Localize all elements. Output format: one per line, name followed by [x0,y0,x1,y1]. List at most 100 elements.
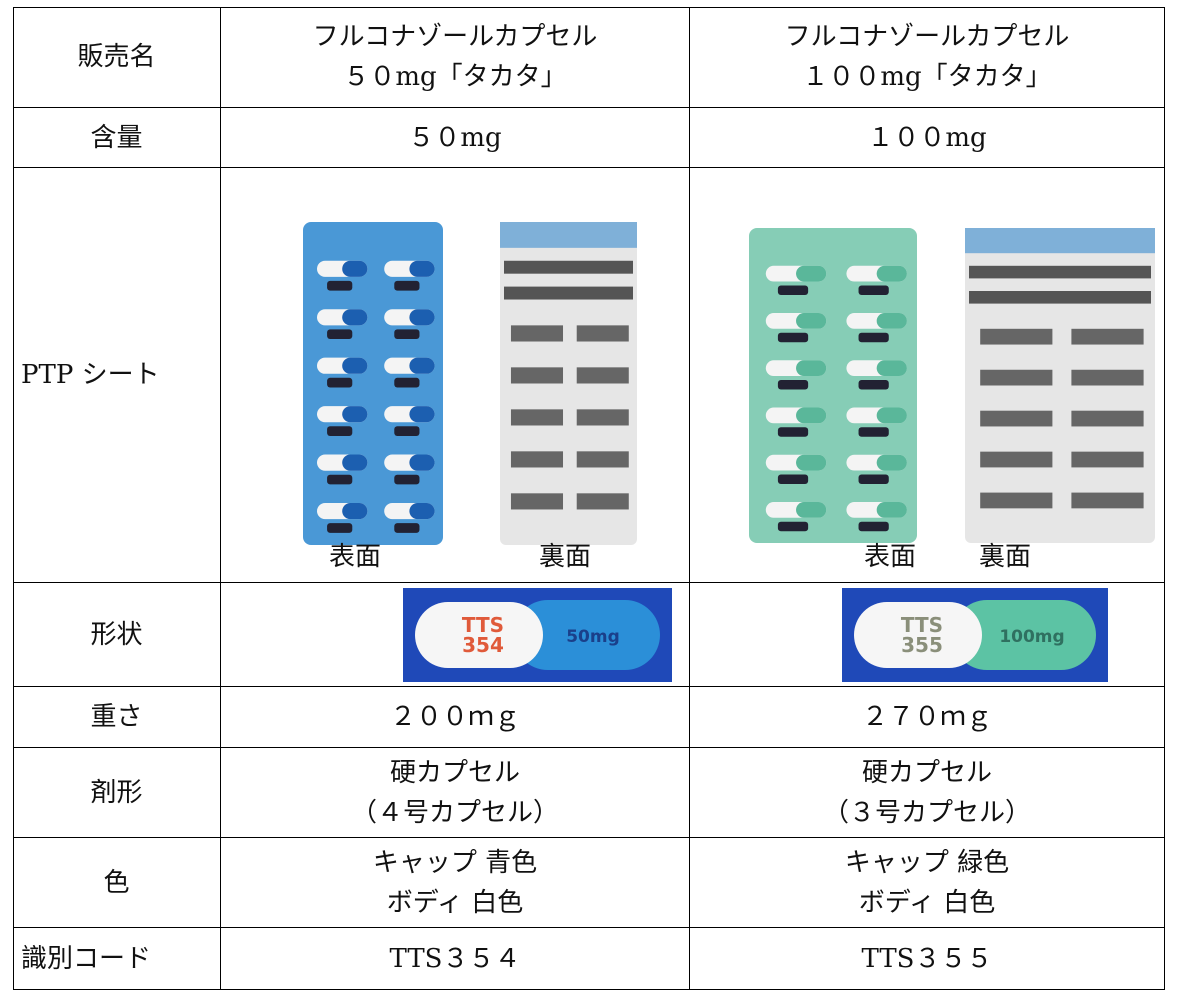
blister-cap [342,454,368,471]
blister-cap [409,260,435,277]
blister-cap [876,265,907,282]
print-block [510,409,564,426]
print-block [510,325,564,342]
blister-label [327,474,353,485]
capsule-imprint: 50mg [566,627,620,647]
barcode [969,291,1151,304]
capsule-imprint: 100mg [999,627,1064,647]
print-block [510,493,564,510]
blister-label [394,280,420,291]
ptp-header [965,228,1155,254]
blister-cap [342,503,368,520]
blister-label [394,523,420,533]
blister-cap [876,407,907,424]
print-block [1071,492,1144,509]
row-label: 識別コード [13,928,221,990]
blister-cap [796,502,827,518]
row-label: 販売名 [13,7,221,108]
blister-cap [342,357,368,374]
table-cell: 硬カプセル （４号カプセル） [221,748,690,838]
print-block [576,451,629,468]
table-cell: １００mg [690,108,1165,168]
cell-line: １００mg「タカタ」 [802,62,1052,92]
print-block [576,325,629,342]
capsule-imprint: TTS [462,613,504,637]
blister-cap [409,309,435,326]
barcode [504,260,633,274]
blister-cap [876,313,907,329]
row-label: 形状 [13,583,221,687]
print-block [576,409,629,426]
ptp-photo [303,222,637,545]
blister-cap [796,313,827,329]
blister-label [858,521,889,532]
cell-line: １００mg [867,122,987,153]
blister-label [858,427,889,437]
cell-line: TTS３５５ [861,943,993,974]
ptp-photo [749,228,1155,543]
cell-line: 硬カプセル [389,757,520,788]
cell-line: キャップ 緑色 [844,847,1010,878]
ptp-caption: 裏面 [538,542,592,572]
table-cell: ２００ｍｇ [221,687,690,748]
row-label: 含量 [13,108,221,168]
ptp-header [500,222,637,248]
blister-cap [796,265,827,282]
row-label: 色 [13,838,221,928]
row-label: PTP シート [13,168,221,583]
blister-label [394,329,420,340]
capsule-body [854,602,982,668]
cell-line: フルコナゾールカプセル [784,22,1070,52]
table-cell: ５０mg [221,108,690,168]
blister-cap [409,357,435,374]
table-cell: キャップ 緑色 ボディ 白色 [690,838,1165,928]
blister-label [327,377,353,388]
table-cell: フルコナゾールカプセル １００mg「タカタ」 [690,7,1165,108]
blister-label [858,285,889,295]
blister-label [777,427,809,437]
table-cell: キャップ 青色 ボディ 白色 [221,838,690,928]
blister-label [777,285,809,295]
table-cell: ２７０ｍｇ [690,687,1165,748]
print-block [980,492,1053,509]
table-cell: 表面 裏面 [690,168,1165,583]
blister-cap [796,454,827,471]
print-block [576,367,629,384]
print-block [510,367,564,384]
blister-cap [796,407,827,424]
blister-cap [876,454,907,471]
print-block [980,369,1053,386]
table-cell: TTS３５５ [690,928,1165,990]
barcode [969,265,1151,279]
ptp-caption: 裏面 [978,542,1032,572]
blister-cap [342,309,368,326]
capsule-imprint: TTS [901,613,943,637]
blister-label [777,332,809,343]
capsule-cap [952,600,1096,670]
print-block [1071,369,1144,386]
blister-label [394,426,420,436]
cell-line: ２７０ｍｇ [861,702,992,732]
blister-label [394,377,420,388]
table-cell: 表面 裏面 [221,168,690,583]
cell-line: （３号カプセル） [822,797,1031,828]
blister-label [394,474,420,485]
print-block [980,410,1053,427]
row-label: 重さ [13,687,221,748]
blister-label [858,474,889,484]
table-cell: TTS３５４ [221,928,690,990]
capsule-photo: TTS355 100mg [842,588,1108,682]
table-cell: フルコナゾールカプセル ５０mg「タカタ」 [221,7,690,108]
capsule-imprint: 354 [462,633,504,657]
blister-label [777,521,809,532]
capsule-photo: TTS354 50mg [403,588,672,682]
table-cell: TTS 354 50mg [221,583,690,687]
table-frame [13,7,1165,990]
blister-cap [409,406,435,423]
blister-cap [876,502,907,518]
cell-line: ５０mg [408,122,502,153]
blister-cap [409,454,435,471]
blister-label [858,380,889,390]
blister-cap [409,503,435,520]
